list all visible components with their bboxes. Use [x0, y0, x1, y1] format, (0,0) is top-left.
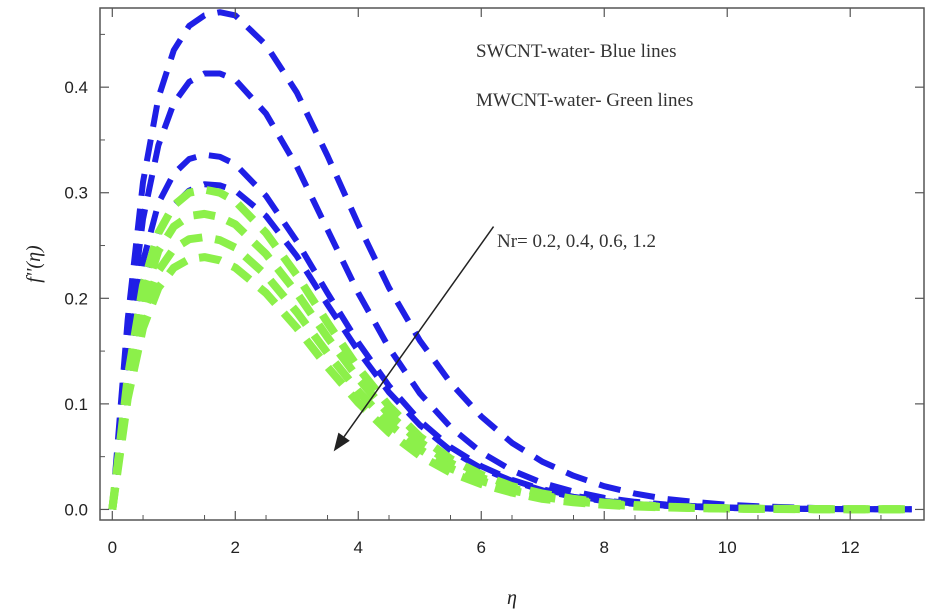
x-tick-label: 12 [841, 538, 860, 557]
ticks-layer [100, 8, 924, 520]
y-axis-title: f''(η) [23, 245, 45, 283]
x-axis-title: η [507, 587, 517, 609]
x-tick-label: 10 [718, 538, 737, 557]
x-tick-label: 8 [600, 538, 609, 557]
legend-note-swcnt: SWCNT-water- Blue lines [476, 41, 677, 62]
y-tick-label: 0.4 [64, 78, 88, 97]
green-curve-4 [108, 253, 912, 514]
green-curve-3 [108, 233, 912, 514]
y-tick-label: 0.0 [64, 500, 88, 519]
arrow-head [333, 432, 350, 452]
x-tick-label: 4 [354, 538, 363, 557]
green-curve-2 [108, 209, 912, 514]
arrow-shaft [343, 226, 495, 438]
y-tick-label: 0.3 [64, 184, 88, 203]
x-tick-label: 6 [477, 538, 486, 557]
blue-curve-3 [109, 151, 912, 513]
curves-layer [108, 9, 912, 514]
y-tick-label: 0.2 [64, 289, 88, 308]
parameter-annotation: Nr= 0.2, 0.4, 0.6, 1.2 [497, 231, 656, 252]
y-tick-label: 0.1 [64, 395, 88, 414]
trend-arrow [333, 226, 495, 452]
blue-curve-1 [109, 9, 912, 513]
x-tick-label: 0 [108, 538, 117, 557]
x-tick-label: 2 [231, 538, 240, 557]
tick-labels-layer: 0 2 4 6 8 10 12 0.0 0.1 0.2 0.3 0.4 [64, 78, 859, 557]
legend-note-mwcnt: MWCNT-water- Green lines [476, 90, 693, 111]
